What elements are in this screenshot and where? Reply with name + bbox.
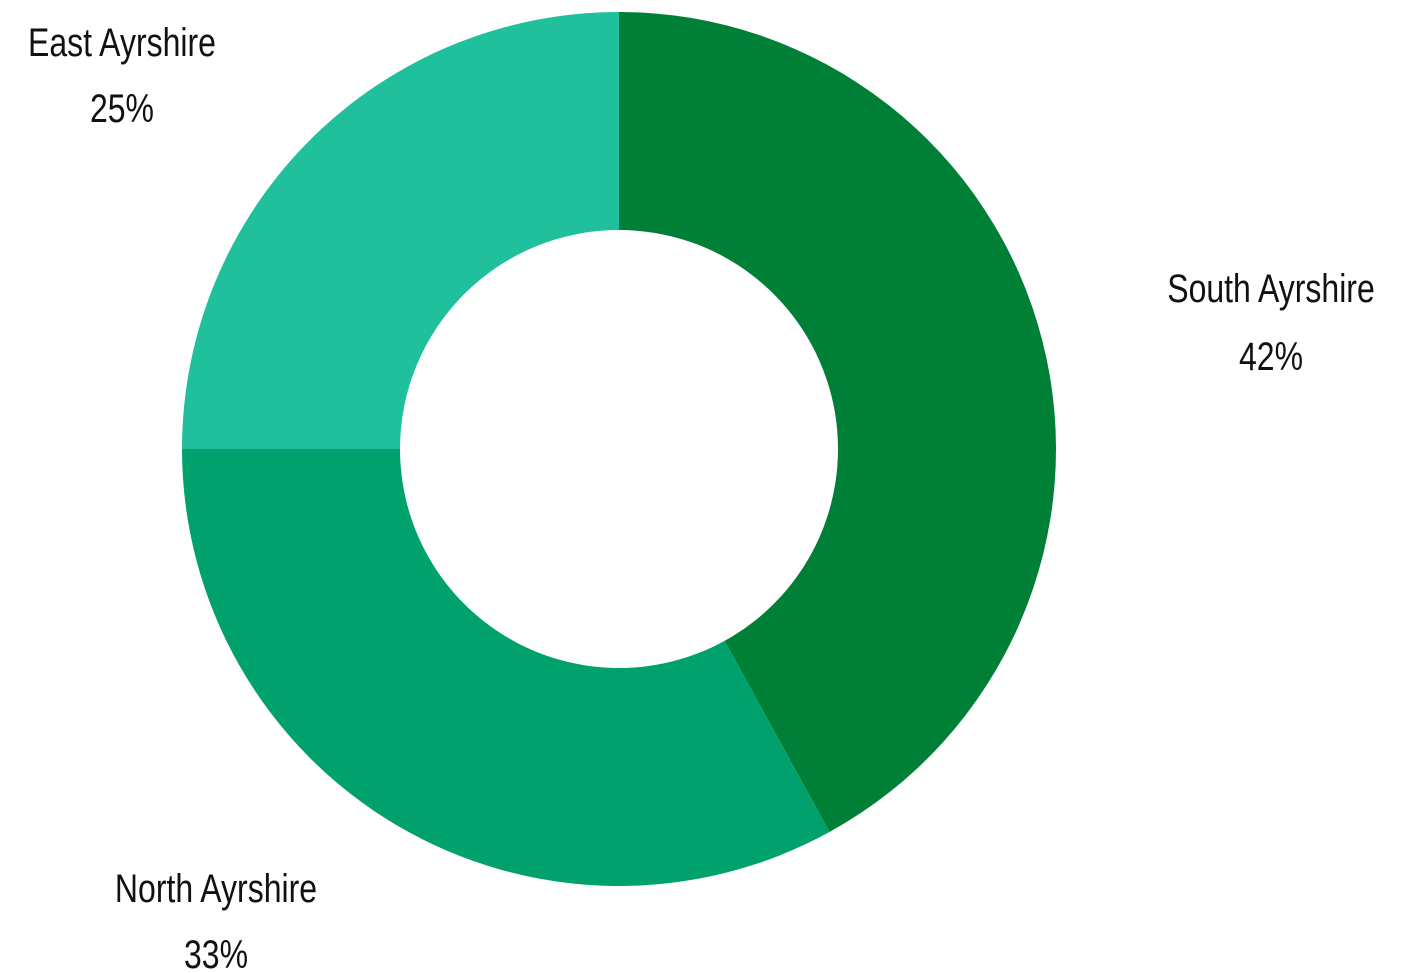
labels-group: South Ayrshire 42% North Ayrshire 33% East A…	[28, 20, 1375, 973]
slice-north-ayrshire	[182, 449, 830, 886]
slice-label-east-ayrshire: East Ayrshire	[28, 20, 216, 65]
slice-value-east-ayrshire: 25%	[90, 86, 154, 131]
slice-label-north-ayrshire: North Ayrshire	[115, 866, 317, 911]
slice-value-north-ayrshire: 33%	[184, 932, 248, 973]
slices-group	[182, 12, 1057, 886]
slice-value-south-ayrshire: 42%	[1239, 334, 1303, 379]
slice-east-ayrshire	[182, 12, 619, 449]
slice-label-south-ayrshire: South Ayrshire	[1167, 266, 1375, 311]
slice-south-ayrshire	[619, 12, 1057, 832]
